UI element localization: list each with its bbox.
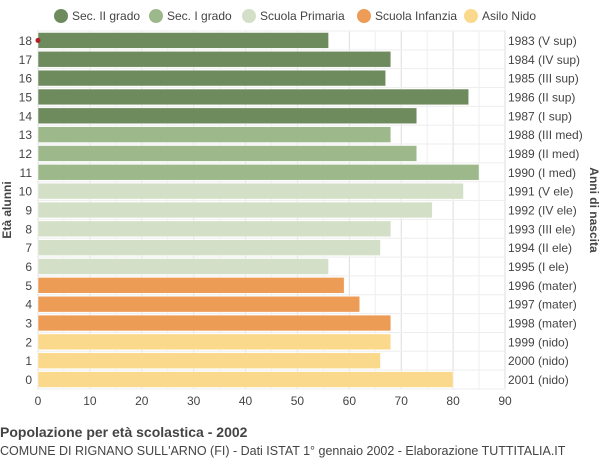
age-label-17: 17 bbox=[19, 53, 33, 67]
birth-label-14: 1987 (I sup) bbox=[508, 109, 572, 123]
bar-age-6 bbox=[37, 258, 329, 275]
bar-age-15 bbox=[37, 88, 469, 106]
x-tick-label-30: 30 bbox=[187, 394, 201, 408]
bar-age-17 bbox=[37, 51, 392, 68]
birth-label-3: 1998 (mater) bbox=[508, 317, 577, 331]
bar-age-12 bbox=[37, 145, 418, 162]
legend-swatch-1 bbox=[149, 9, 163, 23]
bar-age-18 bbox=[37, 32, 329, 49]
birth-label-18: 1983 (V sup) bbox=[508, 34, 577, 48]
legend-swatch-0 bbox=[54, 9, 68, 23]
birth-label-12: 1989 (II med) bbox=[508, 147, 579, 161]
x-tick-label-60: 60 bbox=[343, 394, 357, 408]
x-tick-label-80: 80 bbox=[446, 394, 460, 408]
age-label-15: 15 bbox=[19, 90, 33, 104]
age-label-10: 10 bbox=[19, 185, 33, 199]
age-label-18: 18 bbox=[19, 34, 33, 48]
legend-label-0: Sec. II grado bbox=[72, 9, 140, 23]
birth-label-4: 1997 (mater) bbox=[508, 298, 577, 312]
age-label-16: 16 bbox=[19, 72, 33, 86]
x-tick-label-70: 70 bbox=[395, 394, 409, 408]
chart-legend: Sec. II grado Sec. I grado Scuola Primaria… bbox=[54, 9, 536, 23]
age-label-4: 4 bbox=[25, 298, 32, 312]
age-label-9: 9 bbox=[25, 203, 32, 217]
bar-age-7 bbox=[37, 239, 381, 256]
birth-label-2: 1999 (nido) bbox=[508, 335, 569, 349]
age-label-5: 5 bbox=[25, 279, 32, 293]
birth-label-15: 1986 (II sup) bbox=[508, 90, 575, 104]
bar-age-13 bbox=[37, 126, 392, 143]
age-label-1: 1 bbox=[25, 354, 32, 368]
age-label-7: 7 bbox=[25, 241, 32, 255]
birth-label-10: 1991 (V ele) bbox=[508, 185, 573, 199]
y-axis-title-left: Età alunni bbox=[0, 181, 14, 238]
bar-age-9 bbox=[37, 201, 433, 219]
age-label-12: 12 bbox=[19, 147, 33, 161]
birth-label-8: 1993 (III ele) bbox=[508, 222, 575, 236]
bar-age-1 bbox=[37, 352, 381, 369]
birth-label-5: 1996 (mater) bbox=[508, 279, 577, 293]
birth-label-0: 2001 (nido) bbox=[508, 373, 569, 387]
age-label-6: 6 bbox=[25, 260, 32, 274]
birth-label-6: 1995 (I ele) bbox=[508, 260, 569, 274]
chart-title: Popolazione per età scolastica - 2002 bbox=[0, 424, 248, 440]
x-tick-label-40: 40 bbox=[239, 394, 253, 408]
birth-label-9: 1992 (IV ele) bbox=[508, 203, 577, 217]
birth-label-17: 1984 (IV sup) bbox=[508, 53, 580, 67]
legend-label-3: Scuola Infanzia bbox=[375, 9, 457, 23]
bar-age-5 bbox=[37, 277, 345, 294]
legend-label-2: Scuola Primaria bbox=[260, 9, 345, 23]
x-tick-label-10: 10 bbox=[83, 394, 97, 408]
birth-label-16: 1985 (III sup) bbox=[508, 72, 579, 86]
x-tick-label-0: 0 bbox=[35, 394, 42, 408]
bar-age-10 bbox=[37, 182, 464, 200]
age-label-11: 11 bbox=[20, 166, 33, 180]
age-label-13: 13 bbox=[19, 128, 33, 142]
age-label-14: 14 bbox=[19, 109, 33, 123]
birth-label-13: 1988 (III med) bbox=[508, 128, 583, 142]
bar-age-14 bbox=[37, 107, 418, 124]
x-tick-label-50: 50 bbox=[291, 394, 305, 408]
bar-age-3 bbox=[37, 314, 392, 332]
age-label-8: 8 bbox=[25, 222, 32, 236]
legend-label-1: Sec. I grado bbox=[167, 9, 232, 23]
legend-swatch-2 bbox=[242, 9, 256, 23]
birth-label-11: 1990 (I med) bbox=[508, 166, 576, 180]
age-label-0: 0 bbox=[25, 373, 32, 387]
y-axis-title-right: Anni di nascita bbox=[587, 167, 600, 253]
bar-age-2 bbox=[37, 333, 392, 351]
bar-age-16 bbox=[37, 69, 386, 87]
age-label-2: 2 bbox=[25, 335, 32, 349]
bar-age-0 bbox=[37, 371, 454, 388]
legend-swatch-4 bbox=[464, 9, 478, 23]
legend-swatch-3 bbox=[357, 9, 371, 23]
highlight-marker bbox=[35, 37, 41, 43]
bar-age-4 bbox=[37, 296, 360, 313]
bar-age-11 bbox=[37, 164, 480, 181]
chart-subtitle: COMUNE DI RIGNANO SULL'ARNO (FI) - Dati … bbox=[0, 444, 566, 458]
x-tick-label-20: 20 bbox=[135, 394, 149, 408]
birth-label-1: 2000 (nido) bbox=[508, 354, 569, 368]
x-tick-label-90: 90 bbox=[498, 394, 512, 408]
bar-age-8 bbox=[37, 220, 392, 237]
birth-label-7: 1994 (II ele) bbox=[508, 241, 572, 255]
legend-label-4: Asilo Nido bbox=[482, 9, 536, 23]
age-label-3: 3 bbox=[25, 317, 32, 331]
